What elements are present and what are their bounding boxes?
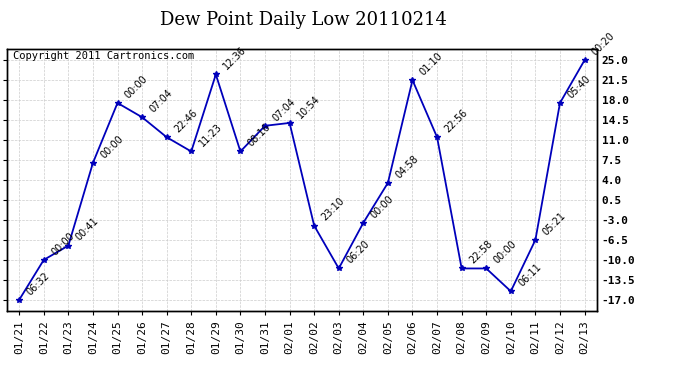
Text: 11:23: 11:23 bbox=[197, 122, 224, 149]
Text: 07:04: 07:04 bbox=[270, 96, 297, 123]
Text: 22:58: 22:58 bbox=[467, 239, 494, 266]
Text: 00:00: 00:00 bbox=[369, 194, 395, 220]
Text: 01:10: 01:10 bbox=[418, 51, 445, 77]
Text: 07:04: 07:04 bbox=[148, 88, 175, 114]
Text: 04:58: 04:58 bbox=[393, 153, 420, 180]
Text: 08:16: 08:16 bbox=[246, 122, 273, 149]
Text: 00:20: 00:20 bbox=[590, 31, 617, 57]
Text: 22:56: 22:56 bbox=[442, 108, 470, 134]
Text: 10:54: 10:54 bbox=[295, 93, 322, 120]
Text: 00:00: 00:00 bbox=[123, 74, 150, 100]
Text: 23:10: 23:10 bbox=[319, 196, 346, 223]
Text: Dew Point Daily Low 20110214: Dew Point Daily Low 20110214 bbox=[160, 11, 447, 29]
Text: 06:11: 06:11 bbox=[516, 262, 543, 288]
Text: 05:21: 05:21 bbox=[541, 210, 568, 237]
Text: 05:40: 05:40 bbox=[566, 74, 592, 100]
Text: 00:41: 00:41 bbox=[74, 216, 101, 243]
Text: 12:36: 12:36 bbox=[221, 45, 248, 72]
Text: 22:46: 22:46 bbox=[172, 108, 199, 134]
Text: 00:00: 00:00 bbox=[492, 239, 518, 266]
Text: 06:32: 06:32 bbox=[25, 270, 52, 297]
Text: Copyright 2011 Cartronics.com: Copyright 2011 Cartronics.com bbox=[13, 51, 194, 62]
Text: 06:20: 06:20 bbox=[344, 239, 371, 266]
Text: 00:00: 00:00 bbox=[99, 134, 125, 160]
Text: 00:00: 00:00 bbox=[49, 230, 76, 257]
